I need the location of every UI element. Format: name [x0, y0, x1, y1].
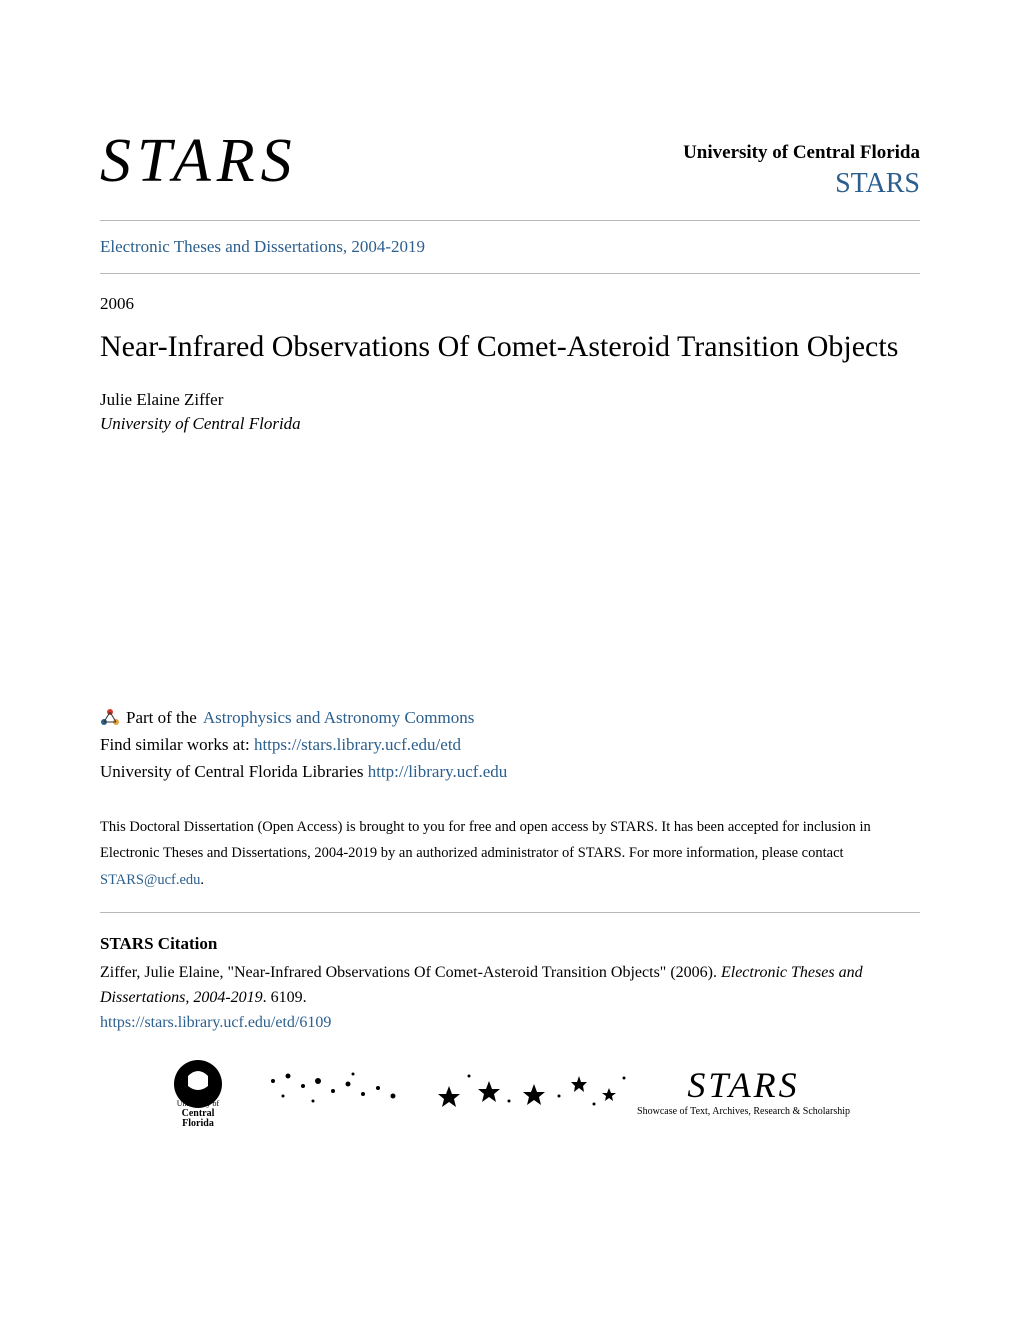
- university-name: University of Central Florida: [683, 142, 920, 164]
- citation-section: STARS Citation Ziffer, Julie Elaine, "Ne…: [100, 913, 920, 1036]
- ucf-seal-icon: University of Central Florida: [170, 1056, 255, 1126]
- citation-text-2: . 6109.: [263, 989, 307, 1006]
- stars-link[interactable]: STARS: [835, 168, 920, 199]
- libraries-prefix: University of Central Florida Libraries: [100, 762, 368, 781]
- svg-text:Florida: Florida: [182, 1118, 214, 1126]
- header: STARS University of Central Florida STAR…: [100, 130, 920, 200]
- commons-part-of: Part of the Astrophysics and Astronomy C…: [100, 704, 920, 731]
- dots-decoration-icon: [263, 1066, 413, 1116]
- contact-email-link[interactable]: STARS@ucf.edu: [100, 872, 200, 888]
- libraries-line: University of Central Florida Libraries …: [100, 758, 920, 785]
- header-right: University of Central Florida STARS: [683, 130, 920, 200]
- network-icon: [100, 708, 120, 728]
- footer-stars-block: STARS Showcase of Text, Archives, Resear…: [637, 1064, 850, 1117]
- stars-decoration-icon: [429, 1066, 629, 1116]
- access-note: This Doctoral Dissertation (Open Access)…: [100, 814, 920, 894]
- citation-body: Ziffer, Julie Elaine, "Near-Infrared Obs…: [100, 961, 920, 1011]
- stars-logo: STARS: [100, 130, 298, 192]
- footer-left: University of Central Florida: [170, 1056, 413, 1126]
- author-name: Julie Elaine Ziffer: [100, 390, 920, 410]
- citation-text-1: Ziffer, Julie Elaine, "Near-Infrared Obs…: [100, 964, 721, 981]
- document-title: Near-Infrared Observations Of Comet-Aste…: [100, 330, 920, 364]
- part-of-prefix: Part of the: [126, 704, 197, 731]
- similar-works-line: Find similar works at: https://stars.lib…: [100, 731, 920, 758]
- publication-year: 2006: [100, 274, 920, 330]
- footer-right: STARS Showcase of Text, Archives, Resear…: [429, 1064, 850, 1117]
- author-affiliation: University of Central Florida: [100, 414, 920, 434]
- commons-link[interactable]: Astrophysics and Astronomy Commons: [203, 704, 475, 731]
- citation-heading: STARS Citation: [100, 931, 920, 957]
- libraries-link[interactable]: http://library.ucf.edu: [368, 762, 508, 781]
- footer-tagline: Showcase of Text, Archives, Research & S…: [637, 1106, 850, 1117]
- footer-logos: University of Central Florida: [100, 1056, 920, 1126]
- similar-works-link[interactable]: https://stars.library.ucf.edu/etd: [254, 735, 461, 754]
- access-note-suffix: .: [200, 872, 204, 888]
- access-note-text: This Doctoral Dissertation (Open Access)…: [100, 819, 871, 862]
- commons-section: Part of the Astrophysics and Astronomy C…: [100, 704, 920, 786]
- footer-stars-text: STARS: [687, 1064, 799, 1106]
- svg-text:University of: University of: [177, 1099, 220, 1108]
- breadcrumb: Electronic Theses and Dissertations, 200…: [100, 221, 920, 273]
- similar-works-prefix: Find similar works at:: [100, 735, 254, 754]
- spacer: [100, 434, 920, 704]
- breadcrumb-link[interactable]: Electronic Theses and Dissertations, 200…: [100, 237, 425, 256]
- citation-url[interactable]: https://stars.library.ucf.edu/etd/6109: [100, 1014, 331, 1031]
